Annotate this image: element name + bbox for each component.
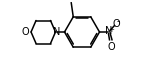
Text: -: - [117, 17, 120, 27]
Text: N: N [53, 27, 60, 37]
Text: O: O [107, 42, 115, 51]
Text: +: + [108, 27, 114, 33]
Text: N: N [105, 27, 113, 36]
Text: O: O [22, 27, 30, 37]
Text: O: O [112, 19, 120, 29]
Text: OH: OH [64, 0, 79, 2]
